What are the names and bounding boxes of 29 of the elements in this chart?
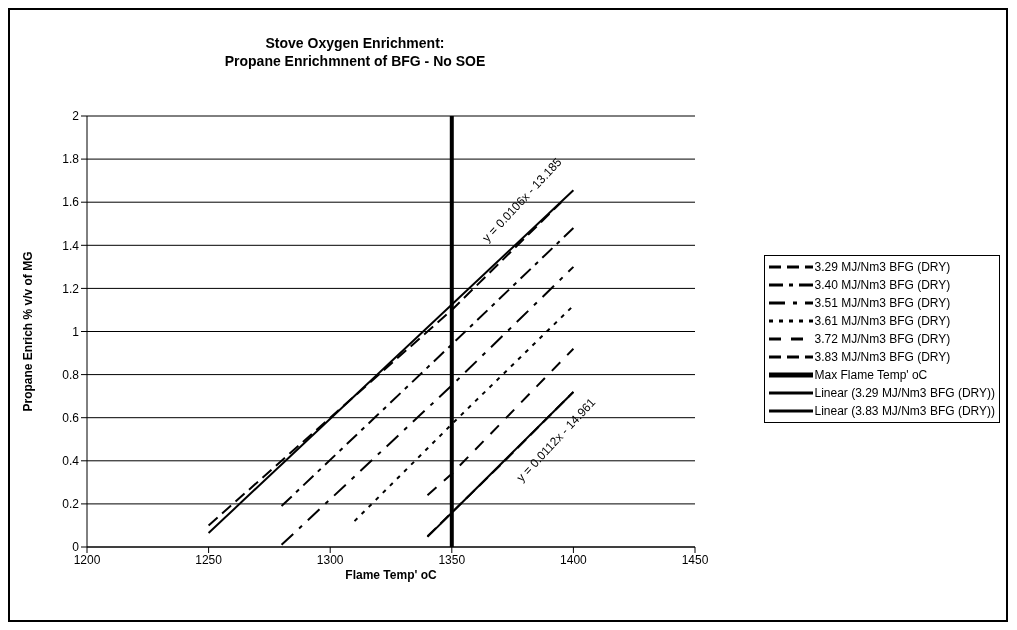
legend-label: 3.51 MJ/Nm3 BFG (DRY) (814, 296, 951, 310)
y-tick-label: 0.6 (62, 410, 80, 425)
x-tick-label: 1450 (681, 552, 709, 567)
y-tick-label: 1.4 (62, 238, 80, 253)
x-tick-label: 1300 (316, 552, 344, 567)
y-tick-label: 0 (72, 540, 80, 555)
legend-label: Linear (3.83 MJ/Nm3 BFG (DRY)) (814, 404, 995, 418)
legend-label: Max Flame Temp' oC (814, 368, 928, 382)
legend-label: 3.61 MJ/Nm3 BFG (DRY) (814, 314, 951, 328)
y-tick-label: 1.6 (62, 195, 80, 210)
x-tick-label: 1400 (560, 552, 588, 567)
legend-label: Linear (3.29 MJ/Nm3 BFG (DRY)) (814, 386, 995, 400)
y-tick-label: 1.8 (62, 152, 80, 167)
y-axis-title: Propane Enrich % v/v of MG (21, 251, 36, 412)
x-tick-label: 1350 (438, 552, 466, 567)
x-tick-label: 1200 (73, 552, 101, 567)
chart-title: Stove Oxygen Enrichment: Propane Enrichmnent of BFG - No SOE (223, 34, 487, 70)
y-tick-label: 0.4 (62, 454, 80, 469)
y-tick-label: 1.2 (62, 281, 80, 296)
legend-label: 3.40 MJ/Nm3 BFG (DRY) (814, 278, 951, 292)
legend-label: 3.72 MJ/Nm3 BFG (DRY) (814, 332, 951, 346)
x-tick-label: 1250 (195, 552, 223, 567)
y-tick-label: 1 (72, 324, 80, 339)
y-tick-label: 0.8 (62, 367, 80, 382)
legend-label: 3.29 MJ/Nm3 BFG (DRY) (814, 260, 951, 274)
legend-label: 3.83 MJ/Nm3 BFG (DRY) (814, 350, 951, 364)
y-tick-label: 0.2 (62, 497, 80, 512)
y-tick-label: 2 (72, 109, 80, 124)
x-axis-title: Flame Temp' oC (345, 568, 437, 582)
